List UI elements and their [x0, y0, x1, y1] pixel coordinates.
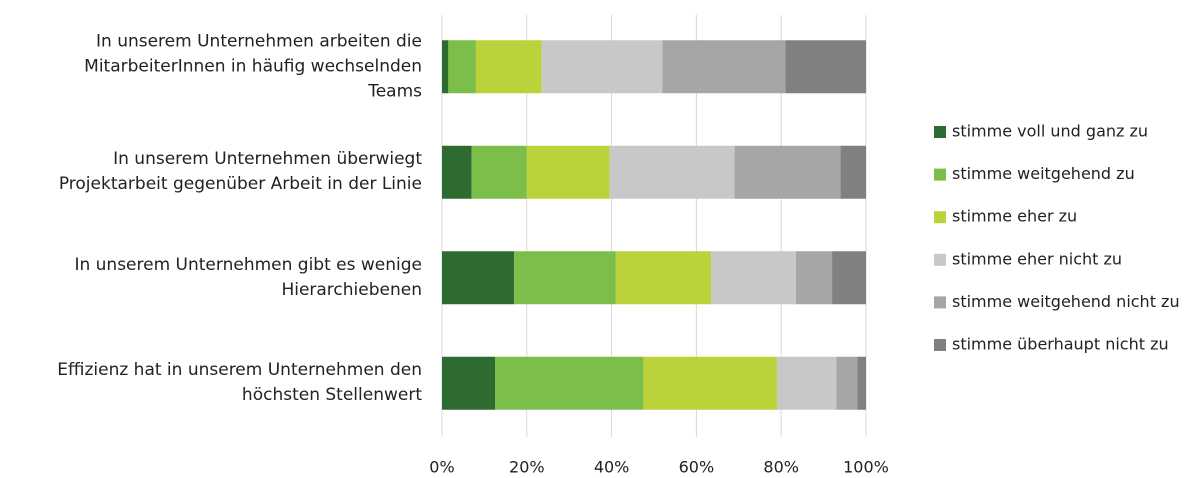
legend-swatch — [934, 211, 946, 224]
bar-segment — [643, 356, 777, 410]
bar-segment — [442, 145, 472, 199]
bar-segment — [475, 40, 542, 94]
x-tick-label: 20% — [509, 458, 545, 477]
legend-label: stimme überhaupt nicht zu — [952, 335, 1169, 354]
bar-segment — [796, 251, 833, 305]
x-tick-label: 80% — [763, 458, 799, 477]
bar-segment — [662, 40, 786, 94]
legend-swatch — [934, 253, 946, 266]
legend-label: stimme weitgehend zu — [952, 164, 1135, 183]
x-tick-label: 0% — [429, 458, 454, 477]
legend-label: stimme eher zu — [952, 207, 1077, 226]
bar-segment — [442, 40, 449, 94]
bar-segment — [514, 251, 616, 305]
legend-swatch — [934, 296, 946, 309]
category-label: In unserem Unternehmen arbeiten die Mita… — [84, 31, 422, 102]
bar-segment — [448, 40, 476, 94]
bar-segment — [840, 145, 866, 199]
bar-segment — [785, 40, 866, 94]
category-label: Effizienz hat in unserem Unternehmen den… — [57, 360, 422, 406]
legend-swatch — [934, 339, 946, 351]
bar-segment — [615, 251, 712, 305]
bar-segment — [495, 356, 644, 410]
category-label: In unserem Unternehmen gibt es wenige Hi… — [74, 254, 422, 300]
bar-segment — [471, 145, 527, 199]
legend-swatch — [934, 126, 946, 138]
x-tick-label: 40% — [594, 458, 630, 477]
bar-segment — [832, 251, 866, 305]
legend-label: stimme voll und ganz zu — [952, 122, 1148, 141]
bar-segment — [541, 40, 663, 94]
bar-segment — [609, 145, 735, 199]
legend-label: stimme eher nicht zu — [952, 249, 1122, 268]
bar-segment — [776, 356, 837, 410]
legend-swatch — [934, 168, 946, 181]
bar-segment — [711, 251, 797, 305]
bar-segment — [526, 145, 610, 199]
bar-segment — [836, 356, 858, 410]
x-tick-label: 100% — [843, 458, 889, 477]
bar-segment — [734, 145, 841, 199]
category-label: In unserem Unternehmen überwiegt Projekt… — [58, 149, 422, 195]
bar-segment — [442, 356, 495, 410]
legend-label: stimme weitgehend nicht zu — [952, 292, 1180, 311]
bar-segment — [857, 356, 866, 410]
bar-segment — [442, 251, 515, 305]
x-tick-label: 60% — [679, 458, 715, 477]
